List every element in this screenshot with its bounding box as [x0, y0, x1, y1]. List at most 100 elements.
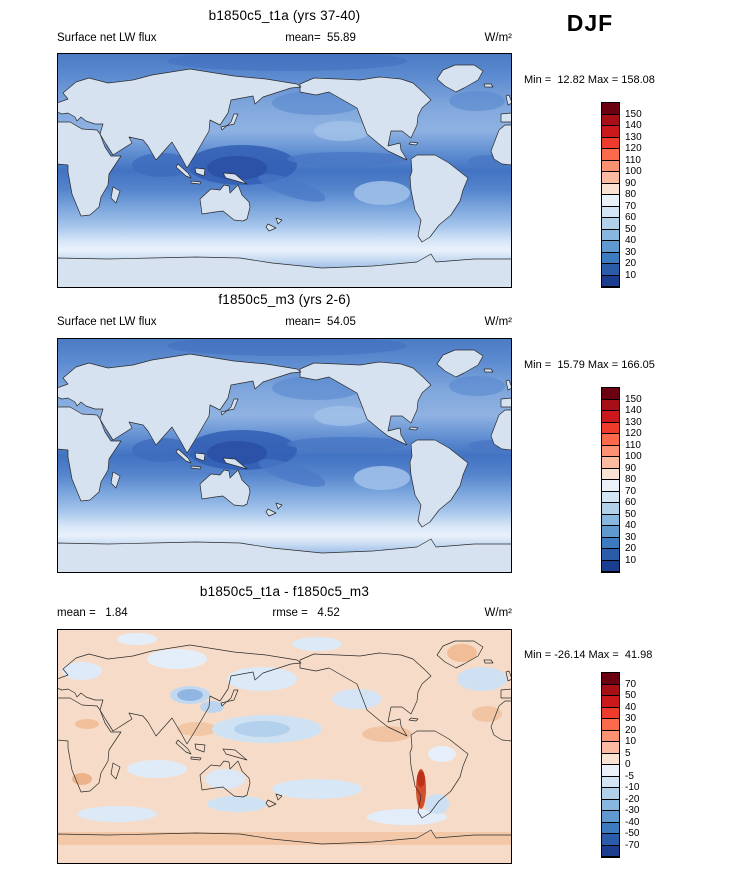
colorbar-cell	[602, 503, 619, 515]
world-map-panel3-difference	[57, 629, 512, 864]
colorbar-cell	[602, 137, 619, 149]
panel1-title: b1850c5_t1a (yrs 37-40)	[208, 8, 361, 23]
world-map-panel1	[57, 53, 512, 288]
colorbar-cell	[602, 719, 619, 731]
colorbar-tick-label: -5	[625, 770, 634, 782]
panel1-map	[57, 53, 512, 288]
colorbar-cell	[602, 172, 619, 184]
colorbar-cell	[602, 480, 619, 492]
colorbar-tick-label: -10	[625, 782, 640, 793]
colorbar-cell	[602, 183, 619, 195]
panel1-colorbar: 150 140 130 120 110 100 90 80 70 60 50 40 30 20 10	[601, 102, 642, 288]
colorbar-tick-label: 150	[625, 393, 642, 405]
world-map-panel2	[57, 338, 512, 573]
colorbar-cell	[602, 696, 619, 708]
panel3-units-label: W/m²	[484, 607, 512, 619]
colorbar-cell	[602, 434, 619, 446]
colorbar-tick-label: -30	[625, 805, 640, 816]
colorbar-cell	[602, 103, 619, 115]
colorbar-cell	[602, 526, 619, 538]
colorbar-cell	[602, 742, 619, 754]
colorbar-tick-label: 90	[625, 177, 637, 189]
colorbar-cell	[602, 457, 619, 469]
colorbar-tick-label: 140	[625, 120, 642, 131]
colorbar-cell	[602, 834, 619, 846]
colorbar-tick-label: 120	[625, 428, 642, 439]
season-label: DJF	[566, 10, 614, 36]
panel2-mean-label: mean= 54.05	[285, 316, 356, 328]
colorbar-cell	[602, 707, 619, 719]
colorbar-cell	[602, 537, 619, 549]
colorbar-tick-label: 10	[625, 554, 637, 566]
colorbar-tick-label: 100	[625, 451, 642, 462]
colorbar-cell	[602, 730, 619, 742]
panel2-units-label: W/m²	[484, 316, 512, 328]
colorbar-tick-label: 130	[625, 131, 642, 143]
colorbar-cell	[602, 399, 619, 411]
colorbar-cell	[602, 218, 619, 230]
colorbar-tick-label: 30	[625, 713, 637, 724]
colorbar-cell	[602, 445, 619, 457]
colorbar-cell	[602, 788, 619, 800]
colorbar-tick-label: 40	[625, 520, 637, 531]
colorbar-tick-label: 40	[625, 701, 637, 713]
colorbar-cell	[602, 491, 619, 503]
colorbar-tick-label: -20	[625, 793, 640, 805]
panel3-minmax: Min = -26.14 Max = 41.98	[524, 649, 653, 661]
colorbar-cell	[602, 776, 619, 788]
colorbar-tick-label: 50	[625, 508, 637, 520]
colorbar-tick-label: 140	[625, 405, 642, 416]
colorbar-tick-label: 70	[625, 200, 637, 212]
colorbar-tick-label: 30	[625, 246, 637, 258]
colorbar-cell	[602, 252, 619, 264]
panel2-colorbar: 150 140 130 120 110 100 90 80 70 60 50 40 30 20 10	[601, 387, 642, 573]
colorbar-tick-label: 110	[625, 154, 641, 166]
panel3-header-row: mean = 1.84 rmse = 4.52 W/m²	[57, 607, 512, 619]
colorbar-tick-label: 110	[625, 439, 641, 451]
colorbar-cell	[602, 149, 619, 161]
colorbar-tick-label: 5	[625, 747, 631, 759]
colorbar-cell	[602, 753, 619, 765]
colorbar-tick-label: 20	[625, 543, 637, 554]
colorbar-cell	[602, 765, 619, 777]
colorbar-cell	[602, 388, 619, 400]
colorbar-cell	[602, 673, 619, 685]
colorbar-tick-label: 130	[625, 416, 642, 428]
colorbar-tick-label: 20	[625, 258, 637, 269]
panel1-units-label: W/m²	[484, 32, 512, 44]
colorbar-tick-label: 80	[625, 474, 637, 485]
colorbar-cell	[602, 126, 619, 138]
panel3-colorbar: 70 50 40 30 20 10 5 0 -5 -10 -20 -30 -40 -50 -70	[601, 672, 639, 858]
colorbar-cell	[602, 206, 619, 218]
colorbar-cell	[602, 549, 619, 561]
colorbar-tick-label: 60	[625, 497, 637, 508]
panel3-map	[57, 629, 512, 864]
colorbar-cell	[602, 811, 619, 823]
colorbar-tick-label: -50	[625, 828, 640, 839]
colorbar-tick-label: 10	[625, 269, 637, 281]
colorbar-tick-label: 50	[625, 223, 637, 235]
colorbar-cell	[602, 560, 619, 572]
colorbar-cell	[602, 229, 619, 241]
colorbar-cell	[602, 275, 619, 287]
colorbar-cell	[602, 799, 619, 811]
colorbar-cell	[602, 160, 619, 172]
colorbar-tick-label: 70	[625, 485, 637, 497]
colorbar-tick-label: 30	[625, 531, 637, 543]
colorbar-tick-label: -70	[625, 839, 640, 851]
colorbar-cell	[602, 468, 619, 480]
colorbar-tick-label: 50	[625, 690, 637, 701]
panel1-mean-label: mean= 55.89	[285, 32, 356, 44]
colorbar-cell	[602, 195, 619, 207]
colorbar-tick-label: 90	[625, 462, 637, 474]
panel3-title: b1850c5_t1a - f1850c5_m3	[199, 584, 370, 599]
colorbar-tick-label: 10	[625, 736, 637, 747]
colorbar-tick-label: 100	[625, 166, 642, 177]
colorbar-cell	[602, 684, 619, 696]
colorbar-cell	[602, 822, 619, 834]
colorbar-cell	[602, 114, 619, 126]
colorbar-cell	[602, 264, 619, 276]
colorbar-tick-label: 150	[625, 108, 642, 120]
colorbar-cell	[602, 241, 619, 253]
